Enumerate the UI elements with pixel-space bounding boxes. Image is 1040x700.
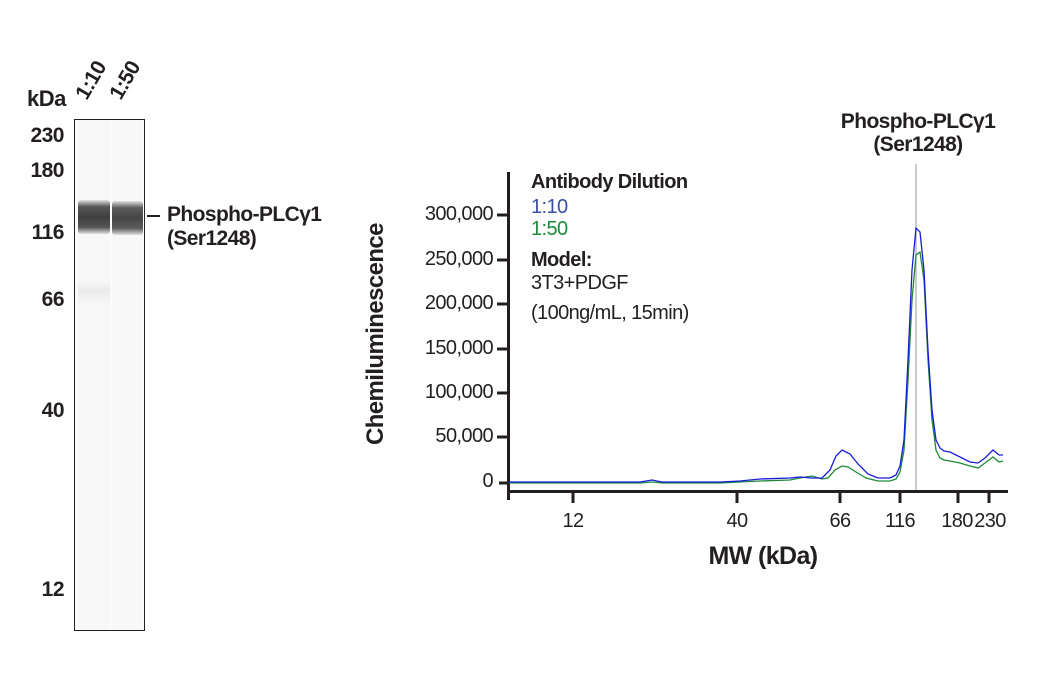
x-tick-66: 66 bbox=[829, 510, 851, 532]
legend-model-line2: (100ng/mL, 15min) bbox=[531, 302, 689, 324]
band-pointer-line bbox=[147, 215, 160, 217]
x-tick-116: 116 bbox=[884, 510, 916, 532]
y-tick-150000: 150,000 bbox=[424, 337, 494, 359]
mw-marker-66: 66 bbox=[41, 288, 65, 311]
band-lane-1 bbox=[78, 200, 110, 234]
mw-marker-40: 40 bbox=[41, 399, 65, 422]
y-tick-250000: 250,000 bbox=[424, 248, 494, 270]
y-tick-50000: 50,000 bbox=[435, 425, 493, 447]
y-tick-100000: 100,000 bbox=[424, 381, 494, 403]
band-lane-2 bbox=[112, 201, 143, 235]
blot-image bbox=[74, 119, 145, 631]
y-tick-200000: 200,000 bbox=[424, 292, 494, 314]
x-tick-180: 180 bbox=[941, 510, 973, 532]
legend-item-1-10: 1:10 bbox=[531, 196, 568, 218]
legend-item-1-50: 1:50 bbox=[531, 218, 568, 240]
peak-label-line2: (Ser1248) bbox=[873, 133, 963, 156]
legend-title: Antibody Dilution bbox=[531, 171, 688, 193]
x-axis-ticks bbox=[571, 491, 991, 503]
legend-model-line1: 3T3+PDGF bbox=[531, 272, 629, 294]
mw-marker-180: 180 bbox=[30, 159, 64, 182]
band-label-line2: (Ser1248) bbox=[167, 227, 257, 250]
x-tick-230: 230 bbox=[974, 510, 1006, 532]
x-tick-40: 40 bbox=[726, 510, 748, 532]
y-tick-0: 0 bbox=[482, 470, 493, 492]
y-tick-300000: 300,000 bbox=[424, 203, 494, 225]
peak-label-line1: Phospho-PLCγ1 bbox=[840, 110, 996, 133]
band-label-line1: Phospho-PLCγ1 bbox=[167, 203, 322, 226]
y-axis-ticks bbox=[497, 213, 508, 485]
faint-band-66 bbox=[78, 280, 110, 306]
series-1-10-line bbox=[509, 226, 1003, 483]
series-1-50-line bbox=[509, 250, 1004, 484]
x-axis-label: MW (kDa) bbox=[708, 542, 818, 570]
mw-marker-230: 230 bbox=[30, 124, 64, 147]
kda-unit-label: kDa bbox=[27, 86, 66, 111]
mw-marker-12: 12 bbox=[41, 578, 65, 601]
x-tick-12: 12 bbox=[562, 510, 584, 532]
legend-model-title: Model: bbox=[531, 249, 592, 271]
mw-marker-116: 116 bbox=[31, 221, 65, 244]
